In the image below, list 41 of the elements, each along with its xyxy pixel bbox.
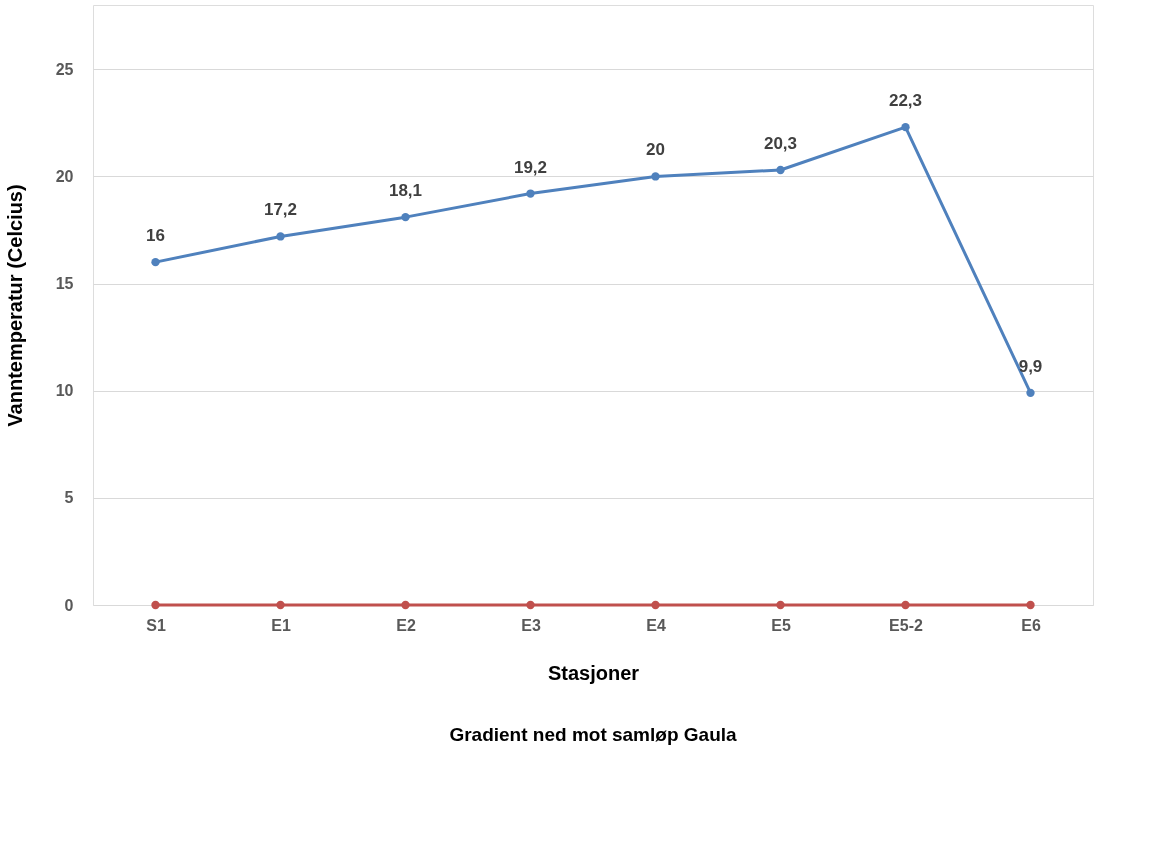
- y-tick-label: 20: [55, 167, 74, 185]
- point: [526, 189, 535, 198]
- point: [401, 600, 410, 610]
- y-tick-label: 0: [64, 596, 74, 614]
- y-tick-label: 25: [55, 60, 74, 78]
- point: [1026, 600, 1035, 610]
- point: [401, 212, 410, 222]
- x-tick-label: E6: [1021, 616, 1041, 634]
- x-axis-title: Stasjoner: [547, 661, 640, 684]
- point: [776, 165, 785, 175]
- data-label: 18,1: [388, 181, 423, 201]
- data-label: 19,2: [513, 157, 548, 177]
- point: [276, 600, 285, 610]
- point: [151, 600, 160, 610]
- point: [1026, 388, 1035, 398]
- point: [526, 600, 535, 610]
- x-tick-label: E2: [396, 616, 416, 634]
- data-label: 17,2: [263, 200, 298, 220]
- x-tick-label: E1: [271, 616, 291, 634]
- point: [276, 232, 285, 241]
- data-label: 20,3: [763, 134, 798, 153]
- point: [776, 600, 785, 610]
- x-tick-label: S1: [146, 616, 166, 634]
- data-label: 16: [146, 226, 165, 246]
- y-axis-title: Vanntemperatur (Celcius): [3, 184, 26, 427]
- point: [651, 172, 660, 181]
- y-tick-label: 5: [64, 489, 74, 507]
- point: [151, 257, 160, 267]
- text: Gradient ned mot samløp Gaula: [449, 724, 738, 745]
- y-tick-label: 15: [55, 275, 74, 293]
- data-label: 22,3: [888, 91, 923, 111]
- data-label: 9,9: [1018, 356, 1043, 376]
- y-tick-label: 10: [55, 382, 74, 400]
- point: [901, 600, 910, 610]
- x-tick-label: E4: [646, 616, 666, 634]
- data-label: 20: [646, 140, 665, 160]
- point: [901, 122, 910, 132]
- x-tick-label: E3: [521, 616, 541, 634]
- x-tick-label: E5: [771, 616, 791, 634]
- point: [651, 600, 660, 610]
- x-tick-label: E5-2: [889, 616, 923, 634]
